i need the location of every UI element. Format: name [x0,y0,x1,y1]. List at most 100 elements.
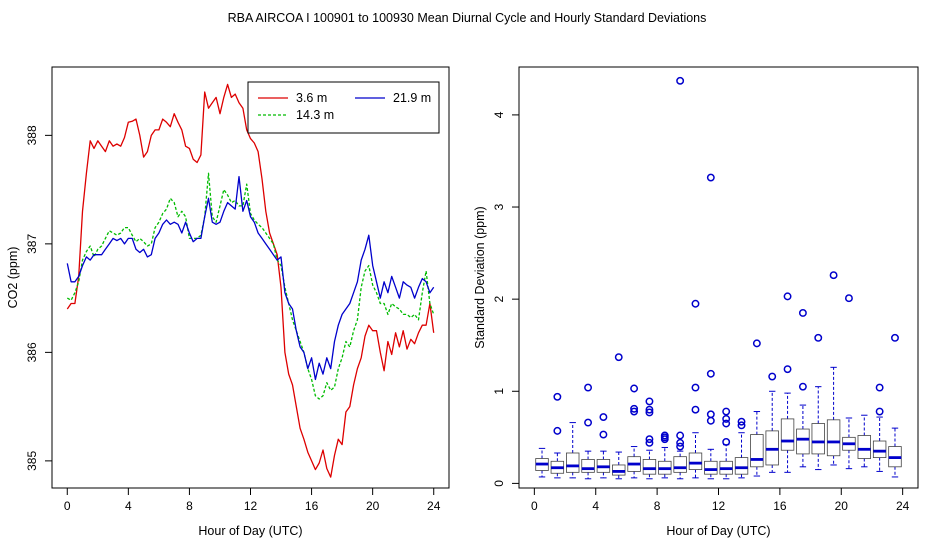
box-hour [857,414,871,468]
outlier-point [706,410,715,419]
outlier-point [691,299,700,308]
y-tick-label: 387 [25,234,39,254]
outlier-point [798,309,807,317]
x-tick-label: 20 [835,499,849,513]
outlier-point [660,431,669,440]
outlier-point [875,407,884,416]
box-hour [842,294,856,470]
outlier-point [676,438,685,447]
outlier-point [645,438,654,447]
x-tick-label: 4 [592,499,599,513]
box-hour [688,299,703,479]
box-hour [627,384,641,479]
figure-title: RBA AIRCOA I 100901 to 100930 Mean Diurn… [228,11,707,25]
box-hour [719,407,733,480]
box-iqr [826,419,841,457]
outlier-point [737,417,746,426]
x-tick-label: 8 [186,499,193,513]
y-tick-label: 1 [492,388,506,395]
x-tick-label: 12 [244,499,258,513]
outlier-point [814,333,823,342]
x-tick-label: 16 [773,499,787,513]
outlier-point [722,407,731,416]
x-tick-label: 4 [125,499,132,513]
series-line-21-9-m [66,175,435,381]
series-line-3-6-m [66,83,435,478]
outlier-point [645,435,654,444]
box-hour [780,292,795,473]
box-hour [811,333,825,471]
box-hour [581,383,595,480]
outlier-point [599,430,608,439]
x-tick-label: 20 [366,499,380,513]
outlier-point [798,382,807,391]
y-tick-label: 0 [492,480,506,487]
box-iqr [750,434,764,468]
outlier-point [645,397,654,406]
x-tick-label: 8 [654,499,661,513]
outlier-point [676,442,685,451]
co2-diurnal-panel: 0 4 8 12 16 20 24 385 386 387 388 Hour of Day (UTC)… [6,66,450,538]
series-line-14-3-m [66,172,435,400]
outlier-point [722,437,731,446]
outlier-point [584,418,593,427]
y-axis-label: Standard Deviation (ppm) [473,206,487,348]
box-hour [550,392,565,479]
outlier-point [691,405,700,414]
box-hour [888,333,902,478]
outlier-point [553,392,562,401]
y-tick-label: 3 [492,203,506,210]
y-axis-label: CO2 (ppm) [6,247,20,309]
outlier-point [722,414,731,423]
outlier-point [645,405,654,414]
outlier-point [691,383,700,392]
outlier-point [630,407,639,416]
y-tick-label: 4 [492,111,506,118]
box-hour [796,309,810,468]
box-hour [658,431,672,479]
outlier-point [768,372,777,381]
x-tick-label: 24 [427,499,441,513]
x-tick-label: 16 [305,499,319,513]
outlier-point [599,413,608,422]
x-tick-label: 12 [712,499,726,513]
box-hour [872,383,887,472]
x-tick-label: 0 [64,499,71,513]
outlier-point [783,365,792,374]
outlier-point [645,408,654,417]
legend-label: 21.9 m [393,91,431,105]
box-hour [734,417,749,479]
legend-label: 14.3 m [296,108,334,122]
y-tick-label: 386 [25,342,39,362]
box-iqr [857,435,871,459]
outlier-point [752,339,761,348]
legend: 3.6 m 21.9 m 14.3 m [247,81,440,134]
box-iqr [872,440,887,458]
y-tick-label: 388 [25,125,39,145]
outlier-point [737,421,746,430]
x-tick-label: 0 [531,499,538,513]
outlier-point [676,431,685,440]
box-hour [596,413,611,479]
outlier-point [722,419,731,428]
box-iqr [780,418,795,451]
box-iqr [673,456,687,473]
legend-box [247,81,440,134]
box-hour [566,422,580,479]
y-tick-label: 2 [492,295,506,302]
box-hour [642,397,657,480]
box-hour [673,76,687,480]
x-axis-label: Hour of Day (UTC) [198,524,302,538]
x-tick-label: 24 [896,499,910,513]
box-hour [535,447,549,478]
box-iqr [811,423,825,455]
outlier-point [891,333,899,342]
box-hour [750,339,764,477]
outlier-point [676,76,685,85]
outlier-point [783,292,792,301]
box-iqr [642,459,657,475]
box-hour [765,372,779,473]
outlier-point [614,353,623,362]
